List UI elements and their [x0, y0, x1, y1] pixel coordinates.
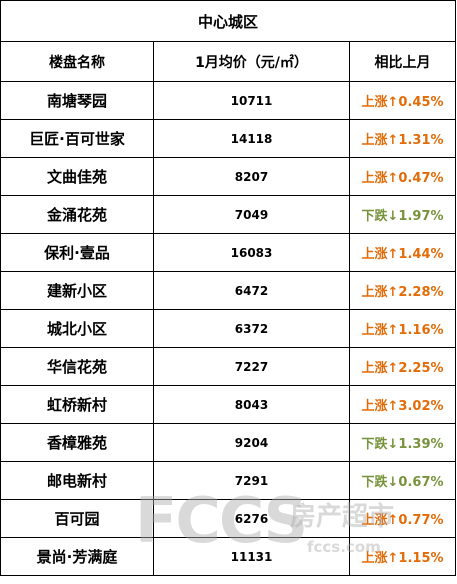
estate-name-cell: 景尚·芳满庭: [0, 537, 154, 576]
estate-name-cell: 香樟雅苑: [0, 423, 154, 462]
change-cell: 上涨↑1.31%: [348, 119, 457, 158]
header-estate-name: 楼盘名称: [0, 41, 154, 82]
estate-name-cell: 虹桥新村: [0, 385, 154, 424]
table-row: 巨匠·百可世家 14118 上涨↑1.31%: [0, 119, 457, 158]
avg-price-cell: 10711: [153, 81, 350, 120]
estate-name-cell: 华信花苑: [0, 347, 154, 386]
avg-price-cell: 8207: [153, 157, 350, 196]
table-header-row: 楼盘名称 1月均价（元/㎡） 相比上月: [0, 41, 457, 82]
change-cell: 上涨↑1.15%: [348, 537, 457, 576]
table-title-row: 中心城区: [0, 0, 457, 42]
header-avg-price: 1月均价（元/㎡）: [153, 41, 350, 82]
table-title: 中心城区: [0, 0, 457, 42]
avg-price-cell: 14118: [153, 119, 350, 158]
change-cell: 上涨↑0.77%: [348, 499, 457, 538]
table-row: 建新小区 6472 上涨↑2.28%: [0, 271, 457, 310]
avg-price-cell: 6372: [153, 309, 350, 348]
change-cell: 下跌↓0.67%: [348, 461, 457, 500]
estate-name-cell: 邮电新村: [0, 461, 154, 500]
change-cell: 上涨↑2.25%: [348, 347, 457, 386]
table-row: 文曲佳苑 8207 上涨↑0.47%: [0, 157, 457, 196]
table-row: 金涌花苑 7049 下跌↓1.97%: [0, 195, 457, 234]
avg-price-cell: 7049: [153, 195, 350, 234]
change-cell: 下跌↓1.97%: [348, 195, 457, 234]
change-cell: 下跌↓1.39%: [348, 423, 457, 462]
avg-price-cell: 7227: [153, 347, 350, 386]
header-change: 相比上月: [348, 41, 457, 82]
table-row: 华信花苑 7227 上涨↑2.25%: [0, 347, 457, 386]
table-row: 虹桥新村 8043 上涨↑3.02%: [0, 385, 457, 424]
table-row: 景尚·芳满庭 11131 上涨↑1.15%: [0, 537, 457, 576]
change-cell: 上涨↑3.02%: [348, 385, 457, 424]
avg-price-cell: 6472: [153, 271, 350, 310]
estate-name-cell: 建新小区: [0, 271, 154, 310]
estate-name-cell: 巨匠·百可世家: [0, 119, 154, 158]
avg-price-cell: 6276: [153, 499, 350, 538]
avg-price-cell: 16083: [153, 233, 350, 272]
change-cell: 上涨↑1.44%: [348, 233, 457, 272]
table-row: 百可园 6276 上涨↑0.77%: [0, 499, 457, 538]
table-row: 邮电新村 7291 下跌↓0.67%: [0, 461, 457, 500]
estate-name-cell: 文曲佳苑: [0, 157, 154, 196]
change-cell: 上涨↑0.47%: [348, 157, 457, 196]
estate-name-cell: 保利·壹品: [0, 233, 154, 272]
estate-name-cell: 金涌花苑: [0, 195, 154, 234]
avg-price-cell: 11131: [153, 537, 350, 576]
avg-price-cell: 7291: [153, 461, 350, 500]
estate-name-cell: 百可园: [0, 499, 154, 538]
avg-price-cell: 8043: [153, 385, 350, 424]
change-cell: 上涨↑1.16%: [348, 309, 457, 348]
table-row: 城北小区 6372 上涨↑1.16%: [0, 309, 457, 348]
table-row: 香樟雅苑 9204 下跌↓1.39%: [0, 423, 457, 462]
change-cell: 上涨↑2.28%: [348, 271, 457, 310]
change-cell: 上涨↑0.45%: [348, 81, 457, 120]
table-row: 保利·壹品 16083 上涨↑1.44%: [0, 233, 457, 272]
estate-name-cell: 南塘琴园: [0, 81, 154, 120]
avg-price-cell: 9204: [153, 423, 350, 462]
table-row: 南塘琴园 10711 上涨↑0.45%: [0, 81, 457, 120]
estate-name-cell: 城北小区: [0, 309, 154, 348]
